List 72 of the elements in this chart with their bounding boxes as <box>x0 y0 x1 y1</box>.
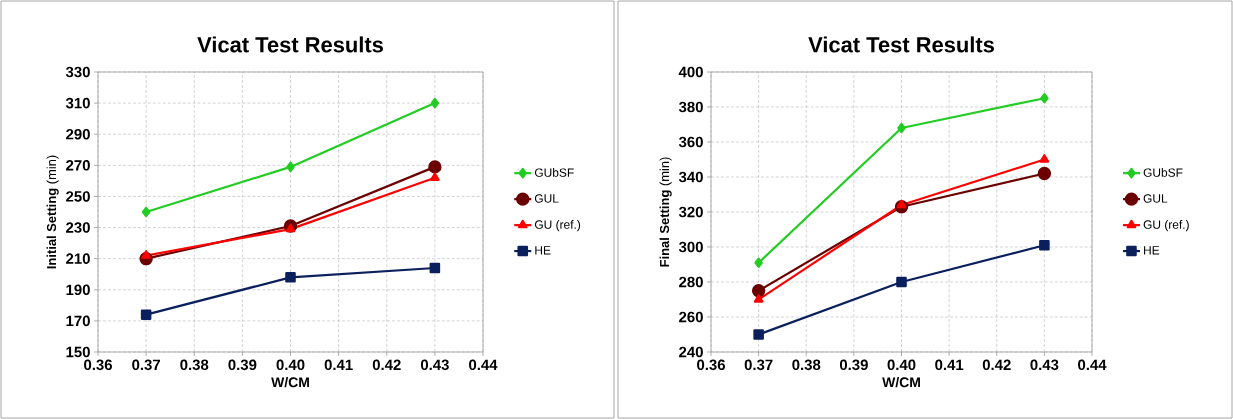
point <box>428 160 442 174</box>
legend-label: HE <box>535 246 551 255</box>
legend-label: GUL <box>534 194 559 203</box>
point <box>897 122 906 134</box>
x-tick-label: 0.39 <box>839 359 868 371</box>
legend-label: GUL <box>1143 194 1168 203</box>
y-tick-label: 290 <box>66 128 90 140</box>
y-tick-label: 190 <box>66 284 90 296</box>
y-tick-label: 170 <box>66 315 90 327</box>
x-tick-label: 0.41 <box>324 359 353 371</box>
point <box>896 199 907 209</box>
point <box>141 250 151 259</box>
chart-title: Vicat Test Results <box>808 36 994 53</box>
y-tick-label: 230 <box>66 222 90 233</box>
x-tick-label: 0.41 <box>935 359 964 371</box>
y-tick-label: 150 <box>66 346 90 358</box>
x-tick-label: 0.37 <box>132 359 161 371</box>
y-tick-label: 300 <box>678 241 703 253</box>
y-tick-label: 400 <box>678 66 703 78</box>
point <box>1039 239 1050 251</box>
x-tick-label: 0.36 <box>84 359 112 371</box>
x-axis-title: W/CM <box>882 376 920 388</box>
legend-label: HE <box>1144 246 1160 255</box>
x-tick-label: 0.43 <box>1030 359 1059 371</box>
x-tick-label: 0.40 <box>276 359 305 371</box>
legend-label: GU (ref.) <box>534 220 581 232</box>
point <box>285 272 296 283</box>
point <box>141 206 151 218</box>
point <box>285 223 296 233</box>
legend-label: GU (ref.) <box>1143 220 1189 232</box>
x-tick-label: 0.42 <box>982 359 1011 371</box>
point <box>896 276 907 288</box>
point <box>140 309 152 320</box>
y-tick-label: 250 <box>66 191 90 202</box>
y-tick-label: 260 <box>679 311 703 323</box>
y-axis-title: Initial Setting (min) <box>46 155 59 269</box>
point <box>429 262 441 274</box>
y-tick-label: 330 <box>65 66 90 78</box>
y-tick-label: 280 <box>679 276 703 288</box>
x-tick-label: 0.38 <box>792 359 821 371</box>
point <box>754 257 763 269</box>
point <box>1037 166 1052 181</box>
x-tick-label: 0.43 <box>420 359 449 371</box>
point <box>753 329 764 340</box>
x-tick-label: 0.40 <box>887 359 916 371</box>
x-tick-label: 0.36 <box>697 359 726 371</box>
y-tick-label: 270 <box>66 160 90 171</box>
x-tick-label: 0.44 <box>469 359 498 371</box>
point <box>430 172 440 182</box>
legend-label: GUbSF <box>1143 168 1183 177</box>
y-tick-label: 320 <box>678 206 703 218</box>
chart-title: Vicat Test Results <box>197 36 383 53</box>
x-tick-label: 0.37 <box>744 359 773 371</box>
point <box>1040 92 1049 104</box>
y-tick-label: 310 <box>65 97 90 109</box>
y-tick-label: 360 <box>678 136 703 148</box>
point <box>430 97 440 109</box>
y-tick-label: 210 <box>66 253 90 264</box>
y-tick-label: 340 <box>678 171 703 183</box>
y-tick-label: 240 <box>679 346 703 358</box>
point <box>751 284 766 298</box>
x-tick-label: 0.39 <box>228 359 257 371</box>
point <box>286 161 295 173</box>
y-axis-title: Final Setting (min) <box>659 157 672 267</box>
point <box>1039 154 1050 163</box>
x-axis-title: W/CM <box>271 376 309 388</box>
y-tick-label: 380 <box>678 101 703 113</box>
x-tick-label: 0.42 <box>372 359 401 371</box>
x-tick-label: 0.44 <box>1078 359 1107 371</box>
legend-label: GUbSF <box>534 168 574 177</box>
x-tick-label: 0.38 <box>180 359 209 371</box>
point <box>753 294 764 303</box>
